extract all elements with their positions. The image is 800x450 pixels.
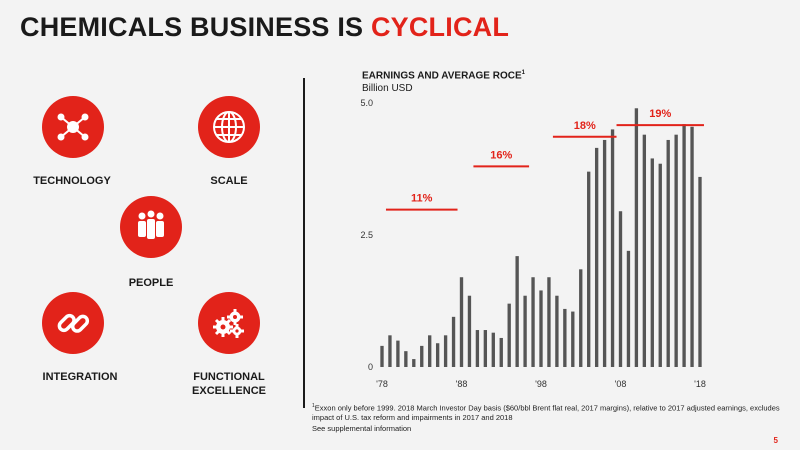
y-tick-label: 0 xyxy=(368,362,373,372)
bar xyxy=(610,129,615,367)
functional-excellence-label-line2: EXCELLENCE xyxy=(192,385,266,397)
bar xyxy=(642,134,647,367)
roce-label: 16% xyxy=(490,149,512,161)
bar xyxy=(380,345,384,367)
scale-label: SCALE xyxy=(210,175,248,187)
bar xyxy=(443,335,448,367)
bar xyxy=(435,343,440,367)
divider-line xyxy=(303,78,305,408)
chart-title-footnote-marker: 1 xyxy=(521,70,525,76)
bar xyxy=(451,316,456,367)
bar xyxy=(690,126,694,367)
people-circle xyxy=(120,196,182,258)
roce-label: 11% xyxy=(411,193,433,205)
roce-label: 18% xyxy=(574,120,596,132)
integration-label: INTEGRATION xyxy=(42,371,118,383)
bar xyxy=(658,163,662,367)
x-tick-label: '98 xyxy=(535,379,547,389)
bar xyxy=(674,134,678,367)
bar xyxy=(412,359,416,367)
bar xyxy=(531,277,535,367)
bar xyxy=(428,335,432,367)
bar xyxy=(594,147,599,367)
technology-circle xyxy=(42,96,104,158)
bar xyxy=(555,295,559,367)
bar xyxy=(499,337,503,367)
footnote: 1Exxon only before 1999. 2018 March Inve… xyxy=(312,402,796,422)
bar xyxy=(587,171,591,367)
bar xyxy=(523,295,527,367)
y-tick-label: 5.0 xyxy=(360,98,373,108)
functional-excellence-label-line1: FUNCTIONAL xyxy=(193,371,265,383)
footnote-marker: 1 xyxy=(312,403,315,409)
bar xyxy=(388,335,392,367)
functional-excellence-circle xyxy=(198,292,260,354)
bar xyxy=(666,139,670,367)
earnings-roce-chart: 0 2.5 5.0 '78 '88 '98 '08 '18 11% 16% 18% 19% xyxy=(360,98,706,389)
bar xyxy=(563,308,567,367)
scale-circle xyxy=(198,96,260,158)
title-accent: CYCLICAL xyxy=(370,12,510,42)
bar xyxy=(618,211,623,367)
page-number: 5 xyxy=(773,436,778,445)
roce-label: 19% xyxy=(649,108,671,120)
x-tick-label: '88 xyxy=(456,379,468,389)
bar xyxy=(634,108,639,367)
people-group-icon xyxy=(138,210,164,239)
chart-title-text: EARNINGS AND AVERAGE ROCE xyxy=(362,70,522,82)
bar xyxy=(571,311,575,367)
bar xyxy=(420,345,424,367)
chart-subtitle: Billion USD xyxy=(362,83,413,94)
bar xyxy=(459,277,464,367)
functional-excellence-label: FUNCTIONAL EXCELLENCE xyxy=(192,370,266,398)
x-tick-label: '08 xyxy=(615,379,627,389)
bar xyxy=(579,269,583,367)
gears-icon xyxy=(213,309,244,338)
y-tick-label: 2.5 xyxy=(360,230,373,240)
bar xyxy=(507,303,511,367)
globe-icon xyxy=(213,111,245,143)
bar xyxy=(698,176,702,367)
bar xyxy=(650,158,654,367)
bar xyxy=(467,295,472,367)
bar xyxy=(682,124,686,368)
technology-label: TECHNOLOGY xyxy=(33,175,111,187)
chart-title: EARNINGS AND AVERAGE ROCE1 xyxy=(362,70,525,81)
x-tick-label: '18 xyxy=(694,379,706,389)
bar xyxy=(404,351,408,367)
x-tick-label: '78 xyxy=(376,379,388,389)
footnote-text: Exxon only before 1999. 2018 March Inves… xyxy=(312,403,780,422)
bar xyxy=(396,340,400,367)
title-text: CHEMICALS BUSINESS IS xyxy=(20,12,371,42)
integration-circle xyxy=(42,292,104,354)
bar xyxy=(515,256,519,367)
people-label: PEOPLE xyxy=(128,277,174,289)
bar xyxy=(626,250,631,367)
bar xyxy=(483,330,488,367)
bar xyxy=(547,277,551,367)
slide-title: CHEMICALS BUSINESS IS CYCLICAL xyxy=(20,12,509,43)
bar xyxy=(602,139,607,367)
bar xyxy=(475,330,480,367)
supplemental-note: See supplemental information xyxy=(312,424,412,433)
bar xyxy=(539,290,543,367)
network-nodes-icon xyxy=(57,113,89,141)
bar xyxy=(491,332,495,367)
chain-link-icon xyxy=(57,313,90,333)
